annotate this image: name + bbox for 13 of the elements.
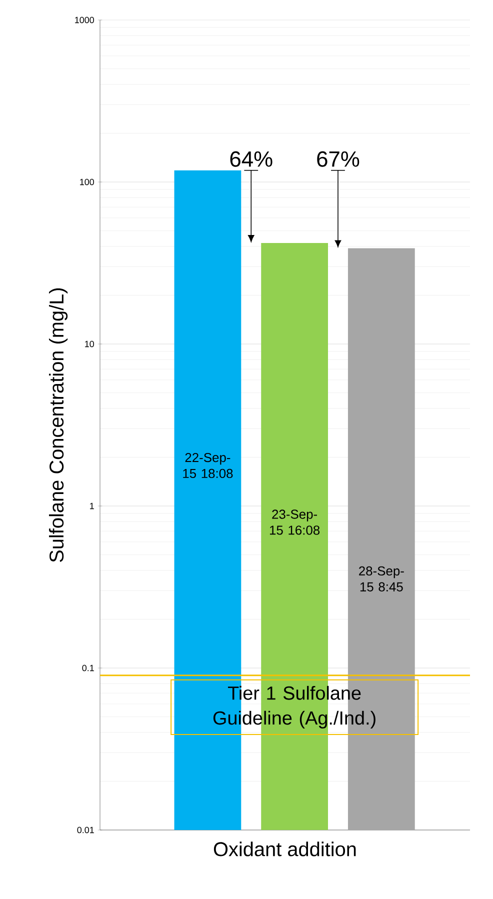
y-tick-label: 1000 — [75, 16, 94, 24]
y-tick-label: 0.01 — [77, 826, 94, 834]
annotation: 64% — [230, 151, 272, 167]
x-tick-label: 23-Sep-15 16:08 — [270, 510, 320, 535]
y-axis-title: Sulfolane Concentration (mg/L) — [48, 288, 68, 562]
x-tick-label: 28-Sep-15 8:45 — [359, 566, 404, 592]
y-tick-label: 10 — [85, 340, 94, 348]
annotation: 67% — [317, 151, 360, 167]
y-tick-label: 1 — [90, 502, 94, 510]
y-tick-label: 0.1 — [82, 664, 94, 672]
x-axis-title: Oxidant addition — [214, 842, 356, 856]
y-tick-label: 100 — [80, 178, 94, 186]
x-tick-label: 22-Sep-15 18:08 — [183, 452, 233, 478]
